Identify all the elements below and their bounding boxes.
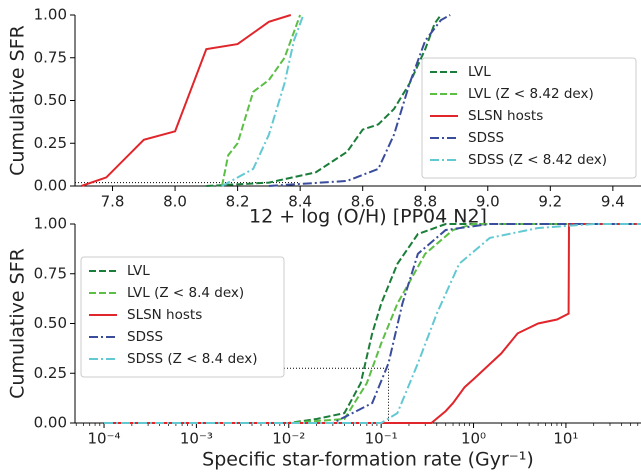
x-axis-label: Specific star-formation rate (Gyr⁻¹)	[202, 449, 534, 471]
y-tick-label: 1.00	[34, 6, 67, 24]
panel: 0.00 0.25 0.50 0.75 1.00 7.8 8.0 8.2 8.4 8.6 8.8 9.…	[7, 6, 641, 228]
y-axis-label: Cumulative SFR	[7, 25, 29, 176]
x-tick-label: 10⁰	[461, 430, 486, 448]
x-tick-label: 10⁻¹	[365, 430, 398, 448]
y-tick-label: 0.00	[34, 177, 67, 195]
y-tick-label: 0.75	[34, 264, 67, 282]
x-tick-label: 10¹	[553, 430, 578, 448]
legend-label: LVL	[127, 263, 150, 279]
series-line	[80, 14, 292, 187]
x-tick-label: 9.2	[538, 193, 562, 211]
x-tick-label: 7.8	[101, 193, 125, 211]
legend-label: SDSS	[127, 329, 163, 345]
legend-label: SDSS	[468, 130, 504, 146]
legend-label: SDSS (Z < 8.42 dex)	[468, 152, 607, 168]
x-tick-label: 8.8	[413, 193, 437, 211]
x-tick-label: 10⁻³	[180, 430, 213, 448]
y-tick-label: 0.50	[34, 314, 67, 332]
x-tick-label: 10⁻²	[272, 430, 305, 448]
series-line	[221, 14, 302, 187]
legend-box	[421, 57, 637, 179]
legend-label: SDSS (Z < 8.4 dex)	[127, 351, 257, 367]
x-axis-label: 12 + log (O/H) [PP04 N2]	[249, 206, 487, 228]
series-line	[104, 223, 641, 424]
legend-label: SLSN hosts	[468, 108, 543, 124]
legend-label: LVL (Z < 8.42 dex)	[468, 86, 594, 102]
y-tick-label: 0.50	[34, 91, 67, 109]
y-tick-label: 0.00	[34, 414, 67, 432]
series-line	[268, 14, 451, 187]
x-tick-label: 9.4	[601, 193, 625, 211]
series-line	[104, 223, 641, 424]
series-line	[104, 223, 641, 424]
y-tick-label: 0.25	[34, 134, 67, 152]
legend-label: LVL	[468, 64, 491, 80]
x-tick-label: 10⁻⁴	[88, 430, 121, 448]
y-tick-label: 0.25	[34, 364, 67, 382]
y-axis-label: Cumulative SFR	[7, 248, 29, 399]
y-tick-label: 1.00	[34, 215, 67, 233]
x-tick-label: 9.0	[476, 193, 500, 211]
series-line	[104, 223, 641, 424]
series-line	[206, 14, 442, 187]
panel: 0.00 0.25 0.50 0.75 1.00 10⁻⁴ 10⁻³ 10⁻² 10⁻¹ 10⁰ 1…	[7, 215, 641, 471]
x-tick-label: 8.2	[226, 193, 250, 211]
legend-label: LVL (Z < 8.4 dex)	[127, 285, 244, 301]
y-tick-label: 0.75	[34, 48, 67, 66]
legend-box	[80, 256, 285, 378]
x-tick-label: 8.0	[163, 193, 187, 211]
x-tick-label: 8.4	[288, 193, 312, 211]
series-line	[221, 14, 305, 187]
legend-label: SLSN hosts	[127, 307, 202, 323]
x-tick-label: 8.6	[351, 193, 375, 211]
